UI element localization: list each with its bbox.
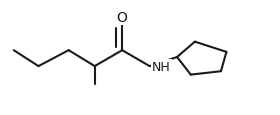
Text: NH: NH	[152, 60, 171, 73]
Text: O: O	[117, 11, 128, 25]
